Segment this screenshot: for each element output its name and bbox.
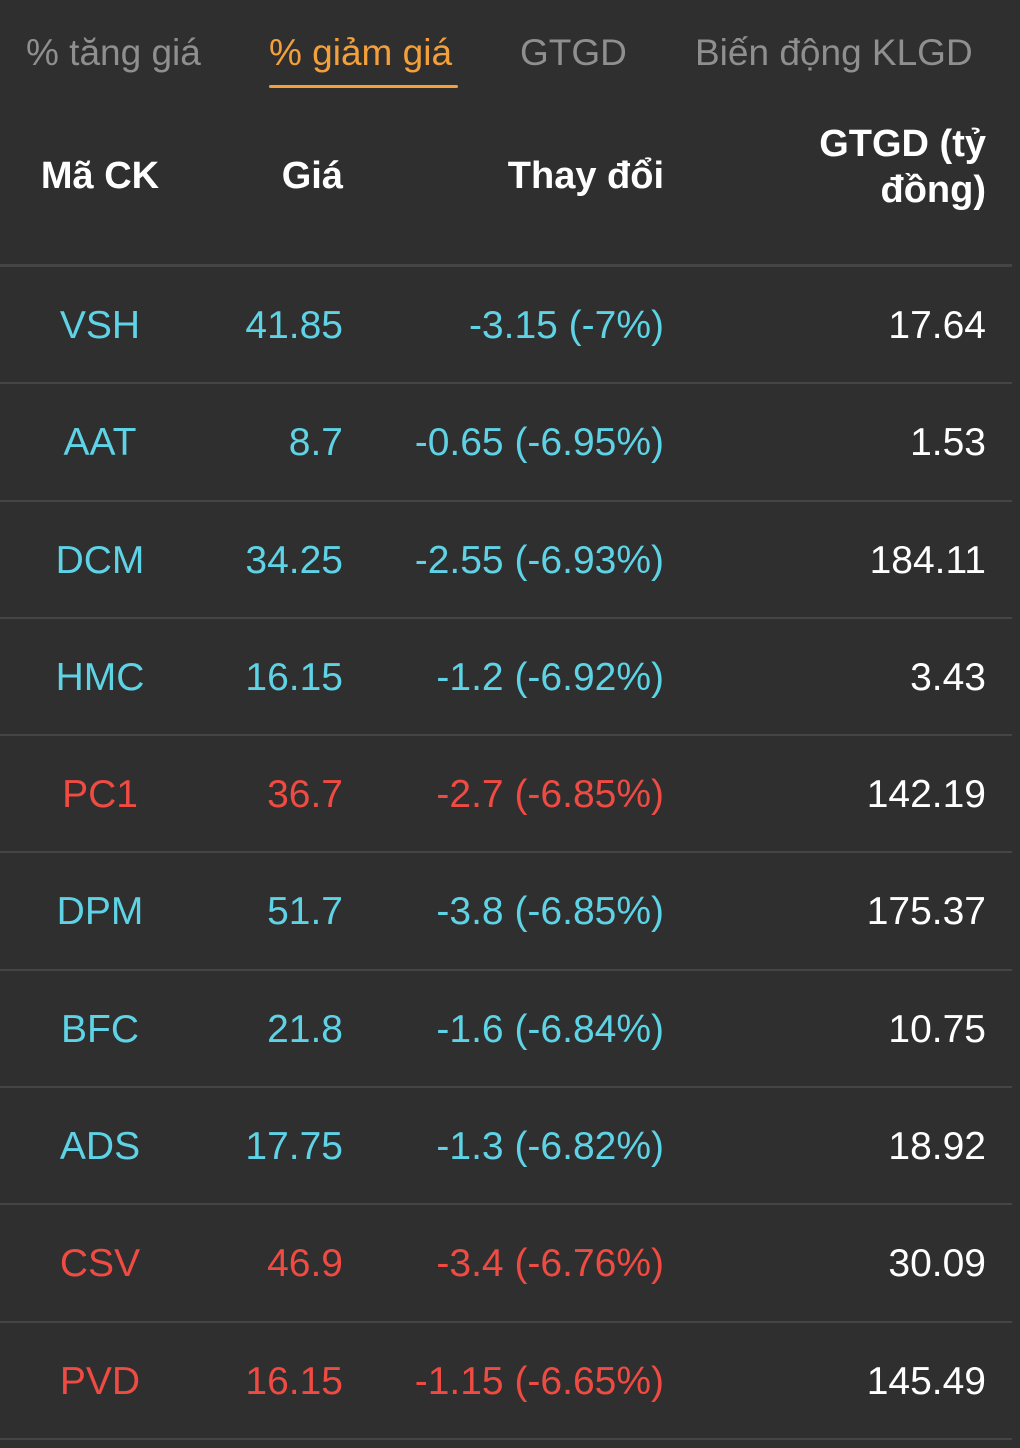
header-trading-value: GTGD (tỷ đồng)	[819, 121, 986, 213]
stock-code[interactable]: PVD	[59, 1359, 141, 1403]
stock-change: -3.15 (-7%)	[468, 304, 664, 347]
stock-price: 36.7	[267, 773, 343, 817]
stock-change: -1.2 (-6.92%)	[436, 655, 664, 699]
stock-trading-value: 18.92	[888, 1125, 986, 1169]
stock-change: -0.65 (-6.95%)	[414, 421, 664, 465]
stock-code[interactable]: PC1	[62, 773, 138, 817]
stock-price: 16.15	[245, 1359, 343, 1403]
table-row[interactable]: ADS 17.75 -1.3 (-6.82%) 18.92	[0, 1088, 1012, 1206]
stock-trading-value: 3.43	[910, 655, 986, 699]
stock-change: -1.3 (-6.82%)	[436, 1125, 664, 1169]
stock-code[interactable]: ADS	[59, 1125, 141, 1169]
stock-change: -2.7 (-6.85%)	[436, 773, 664, 817]
table-row[interactable]: BFC 21.8 -1.6 (-6.84%) 10.75	[0, 971, 1012, 1089]
stock-code[interactable]: BFC	[61, 1007, 139, 1051]
table-row[interactable]: PVD 16.15 -1.15 (-6.65%) 145.49	[0, 1323, 1012, 1440]
stock-price: 17.75	[245, 1125, 343, 1169]
header-change: Thay đổi	[507, 155, 664, 197]
table-row[interactable]: DCM 34.25 -2.55 (-6.93%) 184.11	[0, 502, 1012, 619]
table-row[interactable]: PC1 36.7 -2.7 (-6.85%) 142.19	[0, 736, 1012, 854]
stock-price: 46.9	[267, 1242, 343, 1286]
table-header: Mã CK Giá Thay đổi GTGD (tỷ đồng)	[0, 105, 1012, 267]
stock-change: -3.8 (-6.85%)	[436, 890, 664, 934]
stock-trading-value: 10.75	[888, 1007, 986, 1051]
stock-code[interactable]: CSV	[59, 1242, 141, 1286]
table-row[interactable]: CSV 46.9 -3.4 (-6.76%) 30.09	[0, 1205, 1012, 1323]
tab-bar: % tăng giá % giảm giá GTGD Biến động KLG…	[0, 0, 1020, 105]
header-code: Mã CK	[40, 155, 160, 197]
stock-trading-value: 175.37	[866, 890, 986, 934]
stock-price: 41.85	[245, 304, 343, 347]
stock-trading-value: 30.09	[888, 1242, 986, 1286]
stock-change: -1.15 (-6.65%)	[414, 1359, 664, 1403]
stock-change: -2.55 (-6.93%)	[414, 538, 664, 582]
tab-percent-increase[interactable]: % tăng giá	[26, 32, 201, 73]
stock-change: -1.6 (-6.84%)	[436, 1007, 664, 1051]
stock-price: 16.15	[245, 655, 343, 699]
stock-code[interactable]: VSH	[59, 304, 141, 347]
stock-price: 34.25	[245, 538, 343, 582]
stock-price: 51.7	[267, 890, 343, 934]
stock-change: -3.4 (-6.76%)	[436, 1242, 664, 1286]
stock-code[interactable]: HMC	[55, 655, 145, 699]
table-row[interactable]: VSH 41.85 -3.15 (-7%) 17.64	[0, 267, 1012, 385]
stock-code[interactable]: AAT	[63, 421, 137, 465]
stock-trading-value: 1.53	[910, 421, 986, 465]
stock-price: 21.8	[267, 1007, 343, 1051]
table-body: VSH 41.85 -3.15 (-7%) 17.64 AAT 8.7 -0.65 (-6.…	[0, 267, 1012, 1440]
table-row[interactable]: HMC 16.15 -1.2 (-6.92%) 3.43	[0, 619, 1012, 737]
table-row[interactable]: DPM 51.7 -3.8 (-6.85%) 175.37	[0, 853, 1012, 971]
tab-trading-value[interactable]: GTGD	[520, 32, 627, 73]
stock-price: 8.7	[288, 421, 343, 465]
tab-percent-decrease[interactable]: % giảm giá	[269, 32, 453, 73]
stock-code[interactable]: DCM	[55, 538, 145, 582]
stock-trading-value: 184.11	[869, 538, 986, 582]
header-price: Giá	[281, 155, 343, 197]
active-tab-indicator	[269, 85, 458, 88]
header-trading-value-line1: GTGD (tỷ	[819, 123, 986, 165]
stock-trading-value: 142.19	[866, 773, 986, 817]
stock-code[interactable]: DPM	[56, 890, 144, 934]
tab-volume-change[interactable]: Biến động KLGD	[695, 32, 973, 73]
table-row[interactable]: AAT 8.7 -0.65 (-6.95%) 1.53	[0, 384, 1012, 502]
stock-trading-value: 17.64	[888, 304, 986, 347]
header-trading-value-line2: đồng)	[880, 169, 986, 211]
stock-trading-value: 145.49	[866, 1359, 986, 1403]
